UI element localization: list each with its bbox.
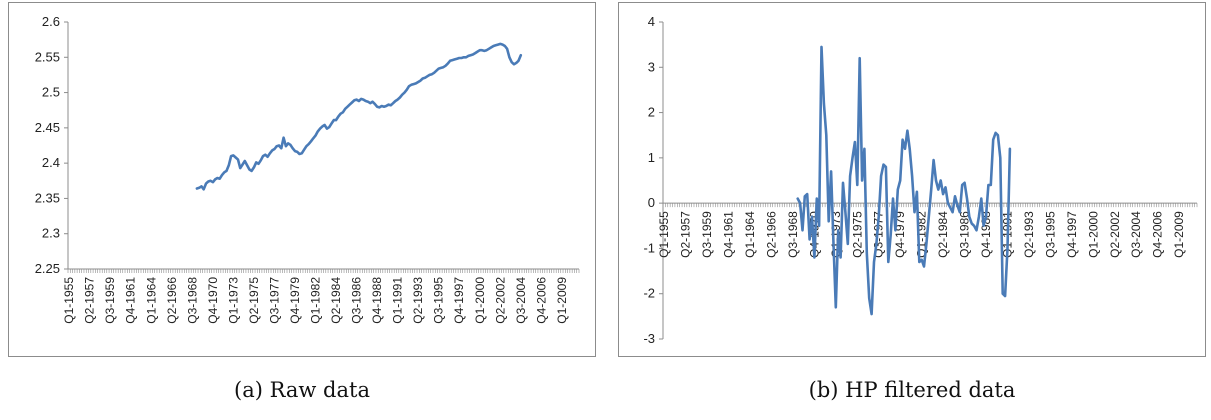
x-tick-label: Q1-1964 <box>144 277 158 324</box>
y-tick-label: 2.25 <box>35 261 60 276</box>
x-tick-label: Q4-2006 <box>1151 211 1165 258</box>
x-tick-label: Q1-1955 <box>62 277 76 324</box>
raw-data-chart: 2.25 2.3 2.35 2.4 2.45 2.5 2.55 2.6 Q1-1955 Q2-19… <box>35 14 580 324</box>
caption-hp-filtered: (b) HP filtered data <box>808 378 1016 402</box>
x-tick-label: Q1-1973 <box>226 277 240 324</box>
y-tick-label: 4 <box>648 14 655 29</box>
y-tick-label: -3 <box>643 331 655 346</box>
x-tick-label: Q3-1968 <box>786 211 800 258</box>
hp-filtered-chart-panel: -3 -2 -1 0 1 2 3 4 Q1-1955 Q2-1957 Q3-1959 Q4-1961 Q… <box>618 2 1206 357</box>
x-tick-label: Q3-2004 <box>1129 211 1143 258</box>
x-tick-label: Q3-1959 <box>700 211 714 258</box>
y-tick-label: -1 <box>643 240 655 255</box>
x-tick-label: Q4-1997 <box>452 277 466 324</box>
y-tick-label: 2.45 <box>35 120 60 135</box>
x-tick-label: Q3-1986 <box>958 211 972 258</box>
x-tick-label: Q2-1975 <box>850 211 864 258</box>
x-tick-label: Q4-1961 <box>722 211 736 258</box>
x-tick-label: Q3-2004 <box>514 277 528 324</box>
x-tick-label: Q4-1970 <box>206 277 220 324</box>
y-tick-label: 2.35 <box>35 190 60 205</box>
x-tick-label: Q1-2000 <box>1086 211 1100 258</box>
x-tick-label: Q4-1961 <box>124 277 138 324</box>
x-tick-label: Q4-1988 <box>370 277 384 324</box>
x-tick-label: Q2-2002 <box>493 277 507 324</box>
caption-raw-data: (a) Raw data <box>234 378 370 402</box>
x-tick-label: Q2-1957 <box>679 211 693 258</box>
x-tick-label: Q3-1977 <box>267 277 281 324</box>
x-tick-label: Q2-2002 <box>1108 211 1122 258</box>
x-tick-label: Q3-1959 <box>103 277 117 324</box>
series-line <box>195 42 523 191</box>
hp-filtered-chart: -3 -2 -1 0 1 2 3 4 Q1-1955 Q2-1957 Q3-1959 Q4-1961 Q… <box>643 14 1198 346</box>
y-tick-label: 2.6 <box>42 14 60 29</box>
series-line <box>796 45 1012 316</box>
x-tick-label: Q2-1993 <box>1022 211 1036 258</box>
x-tick-label: Q1-1991 <box>391 277 405 324</box>
x-tick-label: Q4-1997 <box>1065 211 1079 258</box>
x-tick-label: Q2-1975 <box>247 277 261 324</box>
y-tick-label: 0 <box>648 195 655 210</box>
x-tick-label: Q2-1984 <box>329 277 343 324</box>
x-tick-label: Q1-2009 <box>1172 211 1186 258</box>
x-tick-label: Q3-1986 <box>350 277 364 324</box>
x-tick-label: Q4-1979 <box>288 277 302 324</box>
x-tick-label: Q3-1995 <box>432 277 446 324</box>
y-tick-label: 2.3 <box>42 226 60 241</box>
x-axis-minor-ticks <box>67 269 580 273</box>
x-tick-label: Q2-1966 <box>764 211 778 258</box>
y-tick-label: 2.4 <box>42 155 60 170</box>
x-tick-label: Q3-1995 <box>1043 211 1057 258</box>
x-tick-label: Q2-1984 <box>936 211 950 258</box>
y-tick-label: 1 <box>648 150 655 165</box>
x-tick-label: Q1-2000 <box>473 277 487 324</box>
y-tick-label: 2.5 <box>42 85 60 100</box>
raw-data-chart-panel: 2.25 2.3 2.35 2.4 2.45 2.5 2.55 2.6 Q1-1955 Q2-19… <box>8 2 596 357</box>
x-tick-label: Q1-1955 <box>657 211 671 258</box>
y-tick-label: 3 <box>648 59 655 74</box>
x-tick-label: Q4-2006 <box>534 277 548 324</box>
x-tick-label: Q1-1982 <box>309 277 323 324</box>
x-tick-label: Q1-2009 <box>555 277 569 324</box>
x-tick-label: Q2-1957 <box>83 277 97 324</box>
y-tick-label: 2 <box>648 105 655 120</box>
x-tick-label: Q2-1966 <box>165 277 179 324</box>
x-tick-label: Q2-1993 <box>411 277 425 324</box>
x-tick-label: Q1-1964 <box>743 211 757 258</box>
y-tick-label: -2 <box>643 286 655 301</box>
y-tick-label: 2.55 <box>35 49 60 64</box>
x-tick-label: Q3-1968 <box>185 277 199 324</box>
